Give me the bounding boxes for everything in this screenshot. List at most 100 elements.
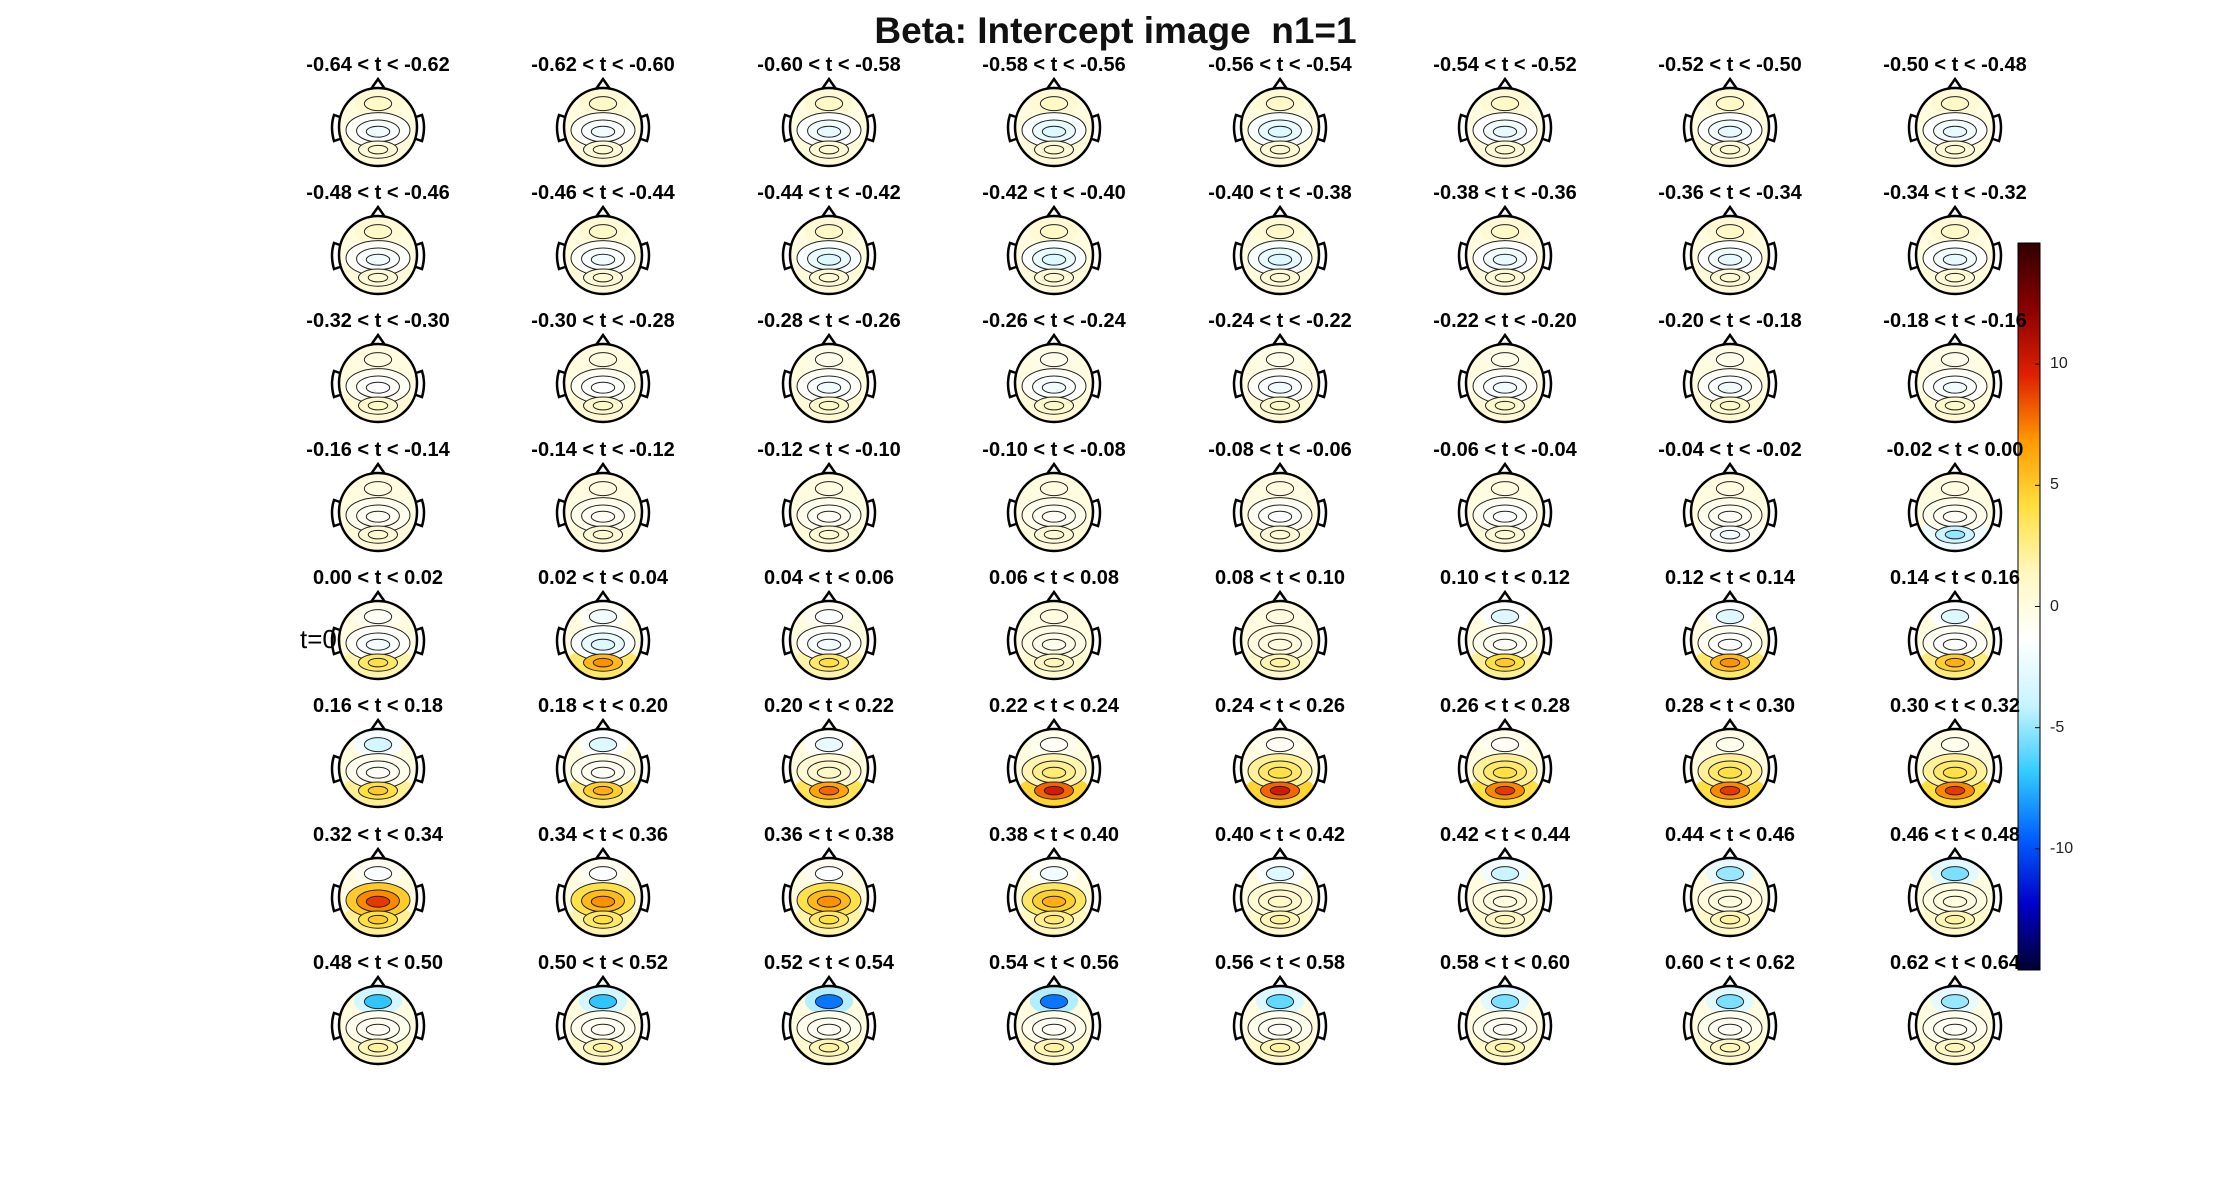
frontal-peak <box>1039 994 1069 1010</box>
right-ear <box>1091 626 1102 656</box>
left-ear <box>781 241 792 271</box>
head-outline <box>1464 984 1546 1066</box>
posterior-peak <box>1269 914 1291 925</box>
posterior-peak <box>1043 657 1065 668</box>
head-outline <box>337 342 419 424</box>
frontal-peak <box>588 96 618 112</box>
nose <box>1946 204 1964 218</box>
right-ear <box>866 241 877 271</box>
frontal-peak <box>814 737 844 753</box>
left-ear <box>1457 1011 1468 1041</box>
panel-label: -0.02 < t < 0.00 <box>1886 439 2024 461</box>
posterior-peak <box>367 1042 389 1053</box>
frontal-peak <box>1265 737 1295 753</box>
posterior-peak <box>1494 272 1516 283</box>
panel-label: -0.50 < t < -0.48 <box>1883 54 2027 76</box>
central-peak <box>365 125 391 138</box>
frontal-peak <box>1039 609 1069 625</box>
nose <box>1045 461 1063 475</box>
nose <box>369 974 387 988</box>
central-peak <box>1267 253 1293 266</box>
left-ear <box>1006 241 1017 271</box>
posterior-peak <box>818 785 840 796</box>
head-outline <box>1689 86 1771 168</box>
head-outline <box>1013 342 1095 424</box>
central-peak <box>1041 638 1067 651</box>
panel-label: -0.24 < t < -0.22 <box>1208 310 1352 332</box>
scalp-map <box>1907 846 2003 938</box>
left-ear <box>330 113 341 143</box>
frontal-peak <box>1715 481 1745 497</box>
right-ear <box>640 626 651 656</box>
scalp-map <box>1457 461 1553 553</box>
right-ear <box>1992 626 2003 656</box>
scalp-map <box>1682 589 1778 681</box>
panel-label: 0.30 < t < 0.32 <box>1889 695 2021 717</box>
left-ear <box>1682 754 1693 784</box>
posterior-peak <box>1269 144 1291 155</box>
frontal-peak <box>1940 737 1970 753</box>
posterior-peak <box>1494 785 1516 796</box>
frontal-peak <box>1940 481 1970 497</box>
head-outline <box>1239 86 1321 168</box>
colorbar-tick-label: -5 <box>2050 718 2065 736</box>
posterior-peak <box>1719 144 1741 155</box>
panel-label: 0.60 < t < 0.62 <box>1664 952 1796 974</box>
nose <box>1721 717 1739 731</box>
left-ear <box>1682 1011 1693 1041</box>
panel-label: 0.02 < t < 0.04 <box>537 567 669 589</box>
central-peak <box>1492 1023 1518 1036</box>
left-ear <box>781 754 792 784</box>
nose <box>369 76 387 90</box>
left-ear <box>555 241 566 271</box>
head-outline <box>788 342 870 424</box>
left-ear <box>1907 626 1918 656</box>
head-outline <box>1914 471 1996 553</box>
right-ear <box>866 369 877 399</box>
head-outline <box>1464 214 1546 296</box>
panel-label: 0.10 < t < 0.12 <box>1439 567 1571 589</box>
panel-label: -0.10 < t < -0.08 <box>982 439 1126 461</box>
panel-label: -0.22 < t < -0.20 <box>1433 310 1577 332</box>
nose <box>1271 204 1289 218</box>
scalp-map <box>330 846 426 938</box>
central-peak <box>1717 895 1743 908</box>
head-outline <box>1464 471 1546 553</box>
frontal-peak <box>1940 96 1970 112</box>
scalp-map <box>1907 76 2003 168</box>
left-ear <box>1006 113 1017 143</box>
nose <box>1946 589 1964 603</box>
posterior-peak <box>1719 1042 1741 1053</box>
posterior-peak <box>1269 1042 1291 1053</box>
frontal-peak <box>1940 224 1970 240</box>
frontal-peak <box>588 866 618 882</box>
scalp-map <box>555 974 651 1066</box>
panel-label: 0.18 < t < 0.20 <box>537 695 669 717</box>
head-outline <box>1689 727 1771 809</box>
right-ear <box>1992 498 2003 528</box>
posterior-peak <box>1494 144 1516 155</box>
nose <box>820 204 838 218</box>
right-ear <box>1317 498 1328 528</box>
posterior-peak <box>1494 1042 1516 1053</box>
posterior-peak <box>1944 529 1966 540</box>
panel-label: 0.52 < t < 0.54 <box>763 952 895 974</box>
posterior-peak <box>367 400 389 411</box>
nose <box>1496 461 1514 475</box>
scalp-map <box>1232 846 1328 938</box>
nose <box>1271 846 1289 860</box>
left-ear <box>1006 626 1017 656</box>
posterior-peak <box>367 914 389 925</box>
central-peak <box>816 510 842 523</box>
nose <box>1946 974 1964 988</box>
scalp-map <box>1682 846 1778 938</box>
head-outline <box>1689 342 1771 424</box>
scalp-map <box>1682 717 1778 809</box>
nose <box>1496 717 1514 731</box>
nose <box>1045 717 1063 731</box>
posterior-peak <box>1944 272 1966 283</box>
central-peak <box>1041 125 1067 138</box>
left-ear <box>1907 241 1918 271</box>
right-ear <box>866 626 877 656</box>
head-outline <box>788 856 870 938</box>
